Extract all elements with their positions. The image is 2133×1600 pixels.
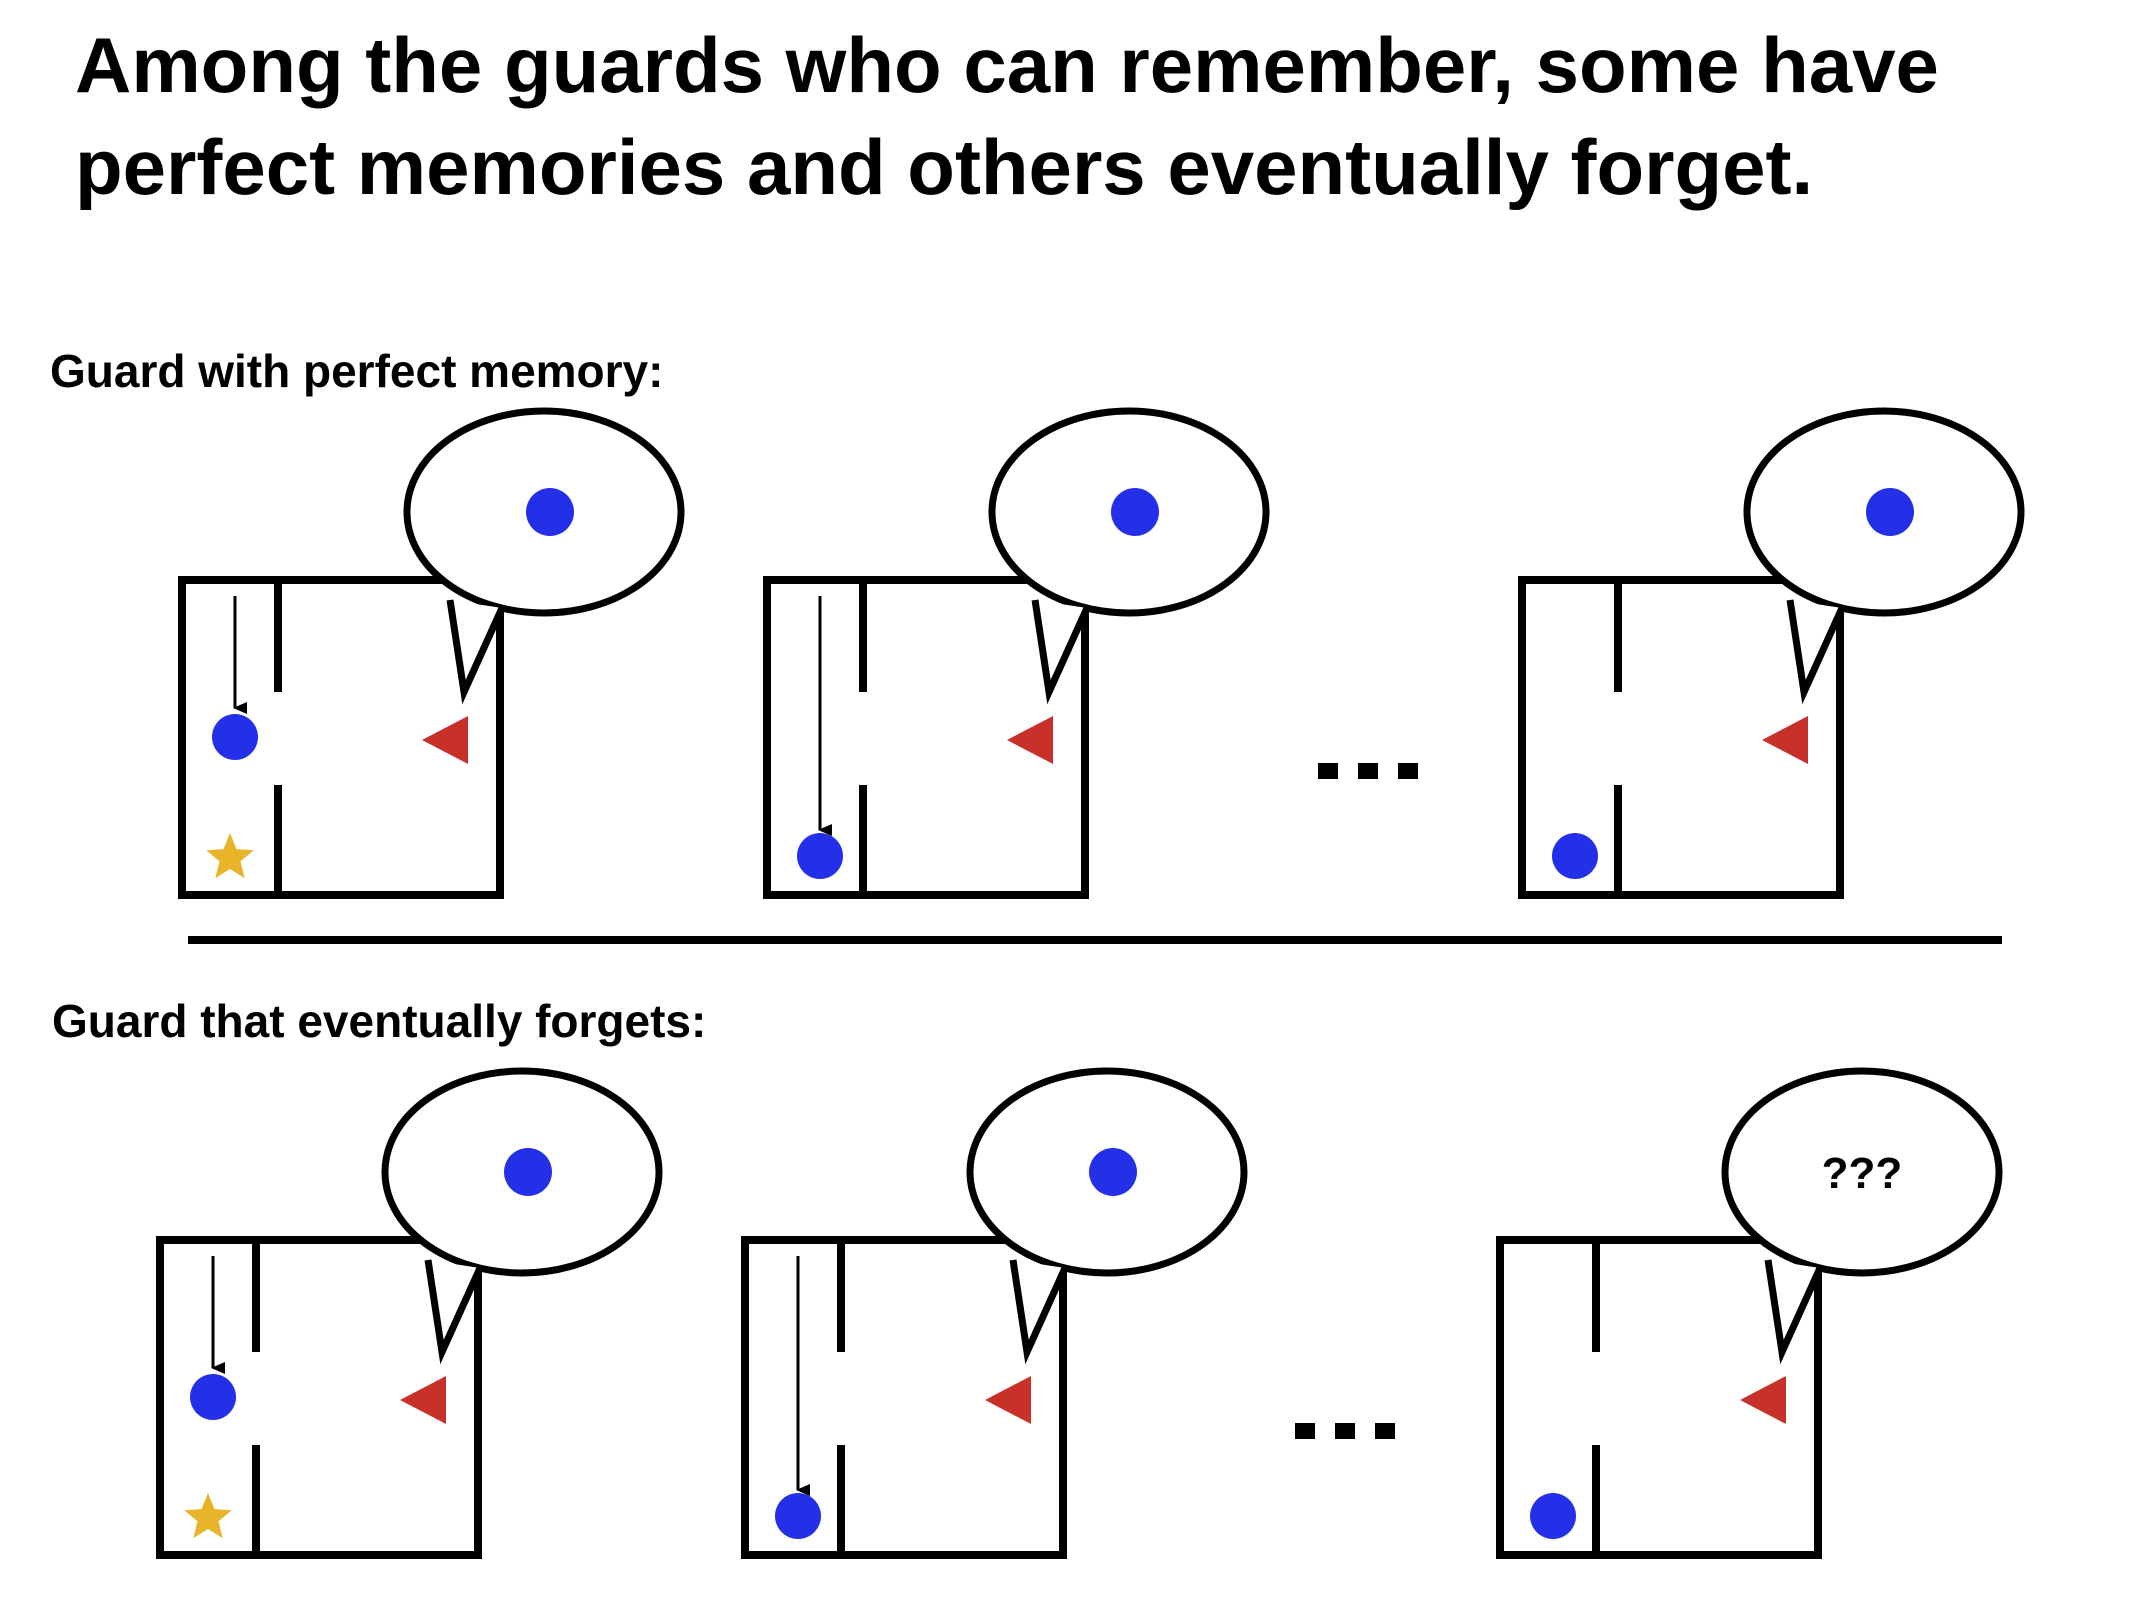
guard-triangle (1007, 716, 1053, 764)
slide-title: Among the guards who can remember, some … (75, 21, 1939, 211)
goal-star (206, 833, 254, 879)
frame-2-2 (741, 1067, 1248, 1559)
agent-dot (797, 833, 843, 879)
speech-bubble-tail (1009, 1259, 1069, 1365)
remembered-agent-dot (1089, 1148, 1137, 1196)
speech-bubble-tail (1031, 599, 1091, 705)
agent-dot (1552, 833, 1598, 879)
ellipsis-dot (1318, 763, 1338, 779)
frame-1-2 (763, 407, 1270, 899)
remembered-agent-dot (504, 1148, 552, 1196)
guard-triangle (400, 1376, 446, 1424)
room-wall (1496, 1236, 1822, 1559)
agent-dot (775, 1493, 821, 1539)
frame-1-1 (178, 407, 685, 899)
guard-triangle (985, 1376, 1031, 1424)
remembered-agent-dot (526, 488, 574, 536)
agent-dot (212, 714, 258, 760)
speech-bubble-tail (1764, 1259, 1824, 1365)
section-label-forgets: Guard that eventually forgets: (52, 995, 707, 1047)
ellipsis-dot (1295, 1423, 1315, 1439)
bubble-text: ??? (1822, 1149, 1903, 1198)
guard-triangle (1740, 1376, 1786, 1424)
ellipsis-dot (1375, 1423, 1395, 1439)
room-wall (156, 1236, 482, 1559)
agent-dot (190, 1374, 236, 1420)
speech-bubble-tail (446, 599, 506, 705)
frame-2-3: ??? (1496, 1067, 2003, 1559)
agent-dot (1530, 1493, 1576, 1539)
remembered-agent-dot (1111, 488, 1159, 536)
remembered-agent-dot (1866, 488, 1914, 536)
ellipsis-dot (1398, 763, 1418, 779)
section-label-perfect-memory: Guard with perfect memory: (50, 345, 664, 397)
room-wall (741, 1236, 1067, 1559)
speech-bubble-tail (424, 1259, 484, 1365)
room-wall (178, 576, 504, 899)
speech-bubble (1721, 1067, 2003, 1277)
ellipsis-dot (1335, 1423, 1355, 1439)
speech-bubble-tail (1786, 599, 1846, 705)
room-wall (1518, 576, 1844, 899)
guard-triangle (422, 716, 468, 764)
ellipsis-dot (1358, 763, 1378, 779)
frame-2-1 (156, 1067, 663, 1559)
goal-star (184, 1493, 232, 1539)
guard-triangle (1762, 716, 1808, 764)
room-wall (763, 576, 1089, 899)
frame-1-3 (1518, 407, 2025, 899)
